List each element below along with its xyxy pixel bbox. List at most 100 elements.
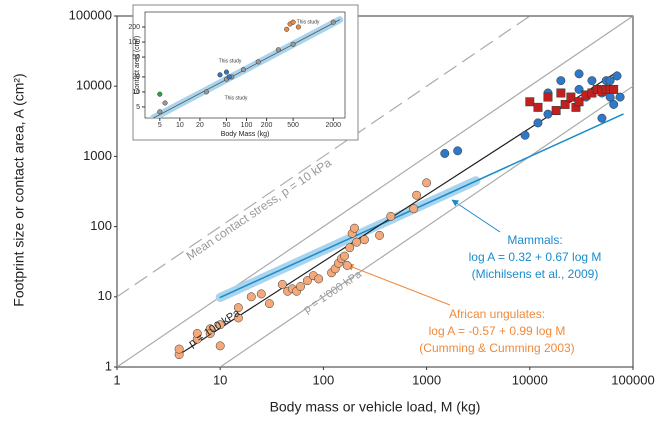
trend-line: [219, 85, 633, 367]
point: [605, 92, 615, 102]
point: [226, 74, 232, 80]
point: [233, 303, 243, 313]
point: [223, 69, 230, 75]
point: [233, 313, 243, 323]
point: [566, 92, 576, 102]
annotation: This study: [219, 58, 242, 64]
x-tick-label: 10: [213, 372, 227, 387]
point: [157, 109, 163, 115]
point: [543, 109, 553, 119]
y-tick-label: 100: [90, 218, 112, 233]
point: [352, 237, 362, 247]
y-tick-label: 10: [132, 89, 140, 96]
point: [192, 329, 202, 338]
point: [375, 230, 384, 240]
point: [217, 72, 223, 78]
point: [302, 276, 312, 286]
trend-line: [152, 19, 341, 118]
annotation: log A = 0.32 + 0.67 log M: [469, 250, 602, 264]
point: [574, 69, 584, 79]
y-tick-label: 100: [128, 39, 140, 46]
y-tick-label: 10: [98, 288, 112, 303]
point: [203, 89, 209, 95]
point: [157, 91, 163, 97]
point: [296, 282, 305, 291]
trend-line: [219, 113, 624, 299]
point: [345, 243, 355, 253]
point: [215, 320, 225, 330]
x-tick-label: 2000: [325, 122, 341, 129]
point: [556, 76, 566, 86]
annotation: African ungulates:: [449, 307, 545, 321]
y-tick-label: 5: [136, 104, 140, 111]
annotation: Mammals:: [507, 233, 562, 247]
point: [350, 223, 359, 233]
point: [290, 41, 296, 47]
y-axis-label: Contact area (cm²): [134, 36, 141, 94]
point: [275, 47, 281, 53]
annotation: log A = -0.57 + 0.99 log M: [429, 324, 566, 338]
annotation: This study: [297, 19, 320, 25]
x-tick-label: 100: [313, 372, 335, 387]
point: [574, 84, 584, 94]
trend-line: [117, 16, 633, 367]
point: [412, 190, 422, 200]
point: [409, 204, 419, 214]
x-tick-label: 50: [223, 122, 231, 129]
y-tick-label: 200: [128, 24, 140, 31]
x-tick-label: 10000: [512, 372, 548, 387]
y-tick-label: 20: [132, 74, 140, 81]
x-tick-label: 100: [241, 122, 253, 129]
point: [551, 106, 561, 115]
y-tick-label: 100000: [69, 7, 112, 22]
point: [533, 102, 543, 112]
x-tick-label: 5: [158, 122, 162, 129]
annotation: p = 100 kPa: [187, 306, 243, 349]
point: [314, 274, 324, 284]
point: [453, 146, 463, 156]
annotation: This study: [225, 95, 248, 101]
x-tick-label: 20: [196, 122, 204, 129]
trend-line: [117, 16, 531, 298]
point: [162, 100, 168, 106]
point: [255, 59, 261, 65]
point: [440, 149, 450, 158]
point: [533, 118, 543, 128]
point: [615, 92, 625, 102]
x-tick-label: 200: [261, 122, 273, 129]
annotation: Mean contact stress, p = 10 kPa: [184, 155, 334, 263]
point: [520, 130, 530, 140]
y-tick-label: 1: [105, 358, 112, 373]
plot-frame: [116, 15, 634, 368]
point: [609, 84, 619, 94]
point: [597, 113, 607, 123]
point: [205, 329, 215, 338]
point: [609, 99, 619, 109]
x-tick-label: 500: [287, 122, 299, 129]
arrow: [451, 199, 501, 233]
trend-line: [178, 71, 618, 356]
point: [284, 26, 290, 32]
point: [256, 289, 266, 299]
point: [342, 260, 352, 270]
point: [215, 341, 225, 351]
annotation: (Cumming & Cumming 2003): [419, 341, 574, 355]
point: [174, 344, 184, 354]
y-tick-label: 10000: [76, 78, 112, 93]
x-tick-label: 1: [113, 372, 120, 387]
point: [340, 251, 349, 261]
point: [556, 88, 566, 98]
point: [574, 97, 584, 107]
point: [290, 19, 296, 25]
arrow: [346, 264, 451, 306]
y-axis-label: Footprint size or contact area, A (cm²): [11, 73, 27, 306]
point: [543, 92, 553, 102]
point: [587, 76, 597, 86]
point: [525, 97, 535, 107]
y-tick-label: 1000: [83, 148, 112, 163]
point: [330, 19, 336, 25]
point: [386, 211, 396, 221]
y-tick-label: 50: [132, 54, 140, 61]
point: [560, 99, 570, 109]
